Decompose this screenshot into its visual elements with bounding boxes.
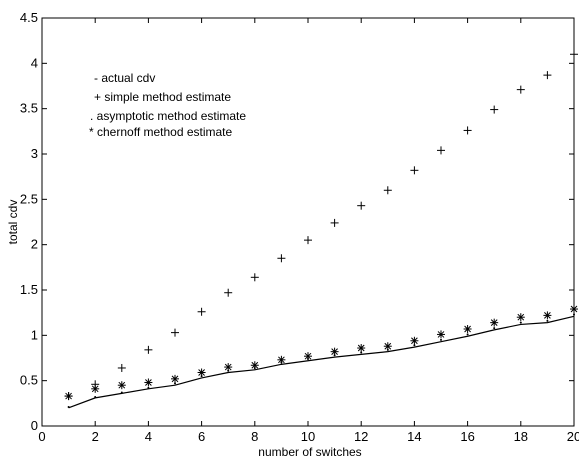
series-line-actual-cdv (68, 315, 575, 409)
point-chernoff-method-estimate (64, 392, 73, 401)
point-simple-method-estimate (383, 186, 392, 195)
point-asymptotic-method-estimate (147, 386, 150, 389)
point-chernoff-method-estimate (91, 384, 100, 393)
legend: - actual cdv + simple method estimate . … (89, 71, 246, 139)
point-simple-method-estimate (330, 218, 339, 227)
point-chernoff-method-estimate (144, 378, 153, 387)
point-asymptotic-method-estimate (94, 395, 97, 398)
point-simple-method-estimate (357, 201, 366, 210)
y-tick-label: 2.5 (20, 191, 38, 206)
x-tick-label: 8 (251, 429, 258, 444)
point-chernoff-method-estimate (224, 363, 233, 372)
point-simple-method-estimate (277, 254, 286, 263)
point-simple-method-estimate (250, 273, 259, 282)
y-tick-label: 3 (31, 146, 38, 161)
point-chernoff-method-estimate (410, 336, 419, 345)
x-tick-label: 20 (567, 429, 579, 444)
point-chernoff-method-estimate (197, 368, 206, 377)
point-chernoff-method-estimate (516, 313, 525, 322)
y-tick-label: 1 (31, 327, 38, 342)
point-chernoff-method-estimate (490, 318, 499, 327)
point-simple-method-estimate (171, 328, 179, 337)
point-chernoff-method-estimate (171, 374, 179, 383)
x-tick-label: 6 (198, 429, 205, 444)
point-asymptotic-method-estimate (360, 351, 363, 354)
point-simple-method-estimate (516, 85, 525, 94)
y-tick-label: 0 (31, 418, 38, 433)
point-chernoff-method-estimate (117, 381, 126, 390)
point-chernoff-method-estimate (357, 344, 366, 353)
legend-entry-chernoff-method: * chernoff method estimate (89, 125, 233, 139)
point-simple-method-estimate (543, 71, 552, 80)
point-simple-method-estimate (437, 146, 445, 155)
point-chernoff-method-estimate (570, 305, 578, 314)
axis-ticks: 0 2 4 6 8 10 12 14 16 18 20 0 0.5 1 1.5 2 2.5 3 3.5 4 4.5 (20, 10, 579, 444)
point-asymptotic-method-estimate (573, 313, 575, 316)
x-tick-label: 12 (354, 429, 368, 444)
x-tick-label: 0 (38, 429, 45, 444)
y-tick-label: 1.5 (20, 282, 38, 297)
legend-entry-simple-method: + simple method estimate (94, 90, 231, 104)
point-asymptotic-method-estimate (440, 338, 442, 341)
point-chernoff-method-estimate (277, 355, 286, 364)
y-tick-label: 2 (31, 237, 38, 252)
point-asymptotic-method-estimate (493, 327, 496, 330)
x-tick-label: 16 (460, 429, 474, 444)
y-tick-label: 3.5 (20, 101, 38, 116)
point-simple-method-estimate (463, 126, 472, 135)
point-asymptotic-method-estimate (519, 321, 522, 324)
x-tick-label: 18 (514, 429, 528, 444)
data-marks (64, 50, 578, 409)
point-chernoff-method-estimate (543, 311, 552, 320)
point-chernoff-method-estimate (383, 342, 392, 351)
x-tick-label: 4 (145, 429, 152, 444)
y-axis-label: total cdv (6, 200, 20, 245)
point-simple-method-estimate (490, 105, 499, 114)
point-simple-method-estimate (144, 345, 153, 354)
x-tick-label: 14 (407, 429, 421, 444)
point-asymptotic-method-estimate (546, 319, 549, 322)
point-simple-method-estimate (224, 288, 233, 297)
point-chernoff-method-estimate (330, 347, 339, 356)
y-tick-label: 4.5 (20, 10, 38, 25)
legend-entry-asymptotic-method: . asymptotic method estimate (90, 109, 246, 123)
point-chernoff-method-estimate (250, 361, 259, 370)
point-simple-method-estimate (117, 363, 126, 372)
point-simple-method-estimate (410, 166, 419, 175)
legend-entry-actual-cdv: - actual cdv (94, 71, 155, 85)
point-asymptotic-method-estimate (466, 333, 469, 336)
y-tick-label: 0.5 (20, 373, 38, 388)
point-asymptotic-method-estimate (67, 405, 70, 408)
y-tick-label: 4 (31, 55, 38, 70)
point-asymptotic-method-estimate (413, 344, 416, 347)
point-asymptotic-method-estimate (120, 391, 123, 394)
point-chernoff-method-estimate (437, 330, 445, 339)
x-axis-label: number of switches (258, 445, 361, 457)
x-tick-label: 10 (301, 429, 315, 444)
x-tick-label: 2 (92, 429, 99, 444)
point-simple-method-estimate (197, 307, 206, 316)
point-asymptotic-method-estimate (174, 382, 176, 385)
point-chernoff-method-estimate (463, 324, 472, 333)
point-simple-method-estimate (304, 236, 312, 245)
point-simple-method-estimate (570, 50, 578, 59)
point-chernoff-method-estimate (304, 352, 312, 361)
